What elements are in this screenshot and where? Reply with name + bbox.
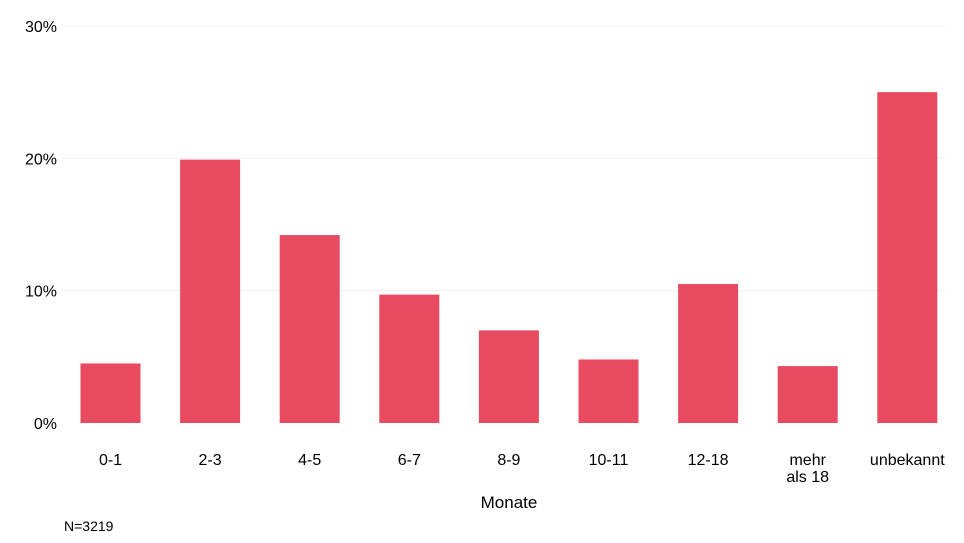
bars: [80, 92, 938, 424]
x-tick-label: 2-3: [199, 452, 222, 469]
bar-8-9: [478, 330, 539, 423]
bar-0-1: [80, 363, 141, 423]
y-tick-label: 30%: [25, 19, 57, 36]
bar-4-5: [279, 235, 340, 423]
y-tick-label: 0%: [34, 416, 57, 433]
x-tick-label: 10-11: [589, 452, 629, 469]
x-tick-label: 8-9: [497, 452, 520, 469]
x-tick-label: 12-18: [688, 452, 729, 469]
bar-10-11: [578, 359, 639, 423]
sample-size-note: N=3219: [64, 518, 114, 534]
x-tick-label: mehr als 18: [786, 452, 829, 486]
bar-6-7: [379, 294, 440, 423]
x-tick-label: unbekannt: [870, 452, 945, 469]
x-axis-ticks: 0-1 2-3 4-5 6-7 8-9 10-11 12-18 mehr als 18 unbek…: [99, 452, 945, 486]
bar-12-18: [678, 284, 739, 423]
bar-mehr-als-18: [777, 366, 838, 423]
y-axis-ticks: 0% 10% 20% 30%: [25, 19, 57, 433]
bar-unbekannt: [877, 92, 938, 424]
y-tick-label: 20%: [25, 151, 57, 168]
x-tick-label: 4-5: [298, 452, 321, 469]
x-tick-label: 0-1: [99, 452, 122, 469]
y-tick-label: 10%: [25, 284, 57, 301]
bar-2-3: [180, 159, 241, 423]
x-tick-label: 6-7: [398, 452, 421, 469]
x-axis-title: Monate: [481, 493, 538, 512]
